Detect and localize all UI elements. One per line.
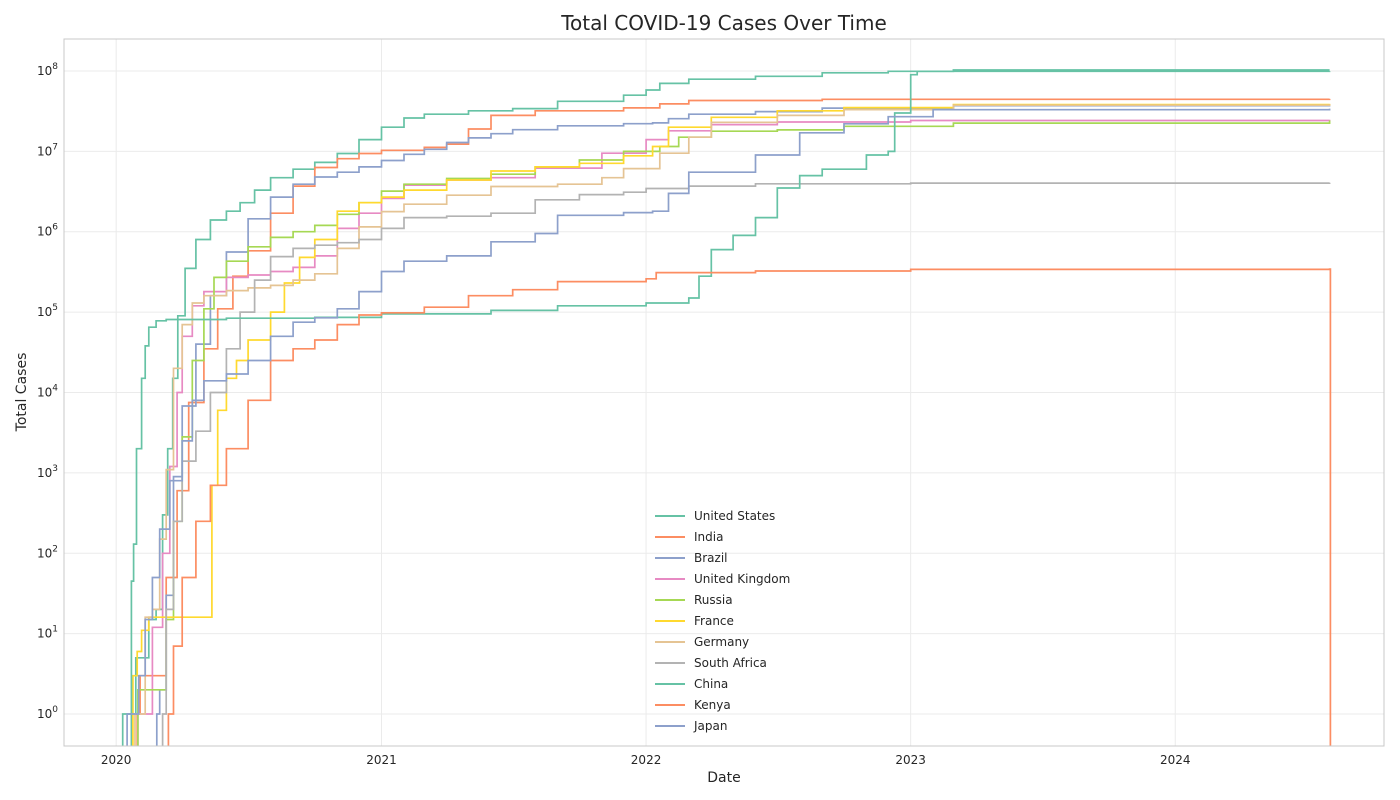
legend-label: United States [694, 509, 775, 523]
legend-label: Kenya [694, 698, 731, 712]
x-tick-label: 2021 [366, 753, 397, 767]
y-tick-label: 101 [37, 625, 58, 641]
y-tick-label: 108 [37, 62, 58, 78]
y-tick-base: 10 [37, 144, 52, 158]
chart-title: Total COVID-19 Cases Over Time [560, 11, 887, 35]
legend-label: Japan [693, 719, 727, 733]
y-tick-label: 106 [37, 223, 58, 239]
series-lines [121, 69, 1332, 746]
y-tick-exponent: 0 [52, 705, 58, 715]
y-tick-label: 102 [37, 544, 58, 560]
y-tick-exponent: 4 [52, 384, 58, 394]
x-axis-title: Date [707, 770, 740, 786]
y-tick-label: 105 [37, 303, 58, 319]
plot-frame [63, 38, 1385, 747]
y-tick-exponent: 8 [52, 62, 58, 72]
series-line-united-states [130, 69, 1330, 746]
y-tick-base: 10 [37, 546, 52, 560]
series-line-japan [126, 108, 1331, 746]
series-line-brazil [155, 104, 1331, 746]
legend-label: Germany [694, 635, 749, 649]
y-axis-title: Total Cases [14, 353, 30, 433]
legend-label: Brazil [694, 551, 728, 565]
y-tick-base: 10 [37, 305, 52, 319]
y-tick-label: 100 [37, 705, 58, 721]
y-tick-exponent: 7 [52, 142, 58, 152]
x-tick-label: 2022 [631, 753, 662, 767]
series-line-south-africa [161, 182, 1331, 746]
x-tick-label: 2023 [895, 753, 926, 767]
legend-label: India [694, 530, 723, 544]
y-tick-base: 10 [37, 466, 52, 480]
y-tick-base: 10 [37, 627, 52, 641]
series-line-france [132, 103, 1331, 746]
y-tick-base: 10 [37, 64, 52, 78]
legend-label: China [694, 677, 728, 691]
series-line-russia [137, 120, 1331, 746]
y-tick-label: 104 [37, 384, 58, 400]
legend-label: France [694, 614, 734, 628]
series-line-india [136, 98, 1331, 746]
legend-label: South Africa [694, 656, 767, 670]
series-line-germany [134, 104, 1331, 746]
axes: 2020 2021 2022 2023 202410010110210310410510… [37, 62, 1191, 767]
legend: United States India Brazil United Kingdom Ru… [655, 509, 790, 733]
y-tick-exponent: 3 [52, 464, 58, 474]
x-tick-label: 2024 [1160, 753, 1191, 767]
y-tick-exponent: 6 [52, 223, 58, 233]
legend-label: United Kingdom [694, 572, 790, 586]
legend-label: Russia [694, 593, 733, 607]
series-line-china [121, 70, 1331, 746]
y-tick-exponent: 5 [52, 303, 58, 313]
series-line-kenya [167, 268, 1332, 746]
y-tick-exponent: 1 [52, 625, 58, 635]
x-tick-label: 2020 [101, 753, 132, 767]
y-tick-base: 10 [37, 386, 52, 400]
y-tick-base: 10 [37, 707, 52, 721]
series-line-united-kingdom [137, 119, 1331, 746]
y-tick-label: 103 [37, 464, 58, 480]
y-tick-base: 10 [37, 225, 52, 239]
y-tick-label: 107 [37, 142, 58, 158]
y-tick-exponent: 2 [52, 544, 58, 554]
